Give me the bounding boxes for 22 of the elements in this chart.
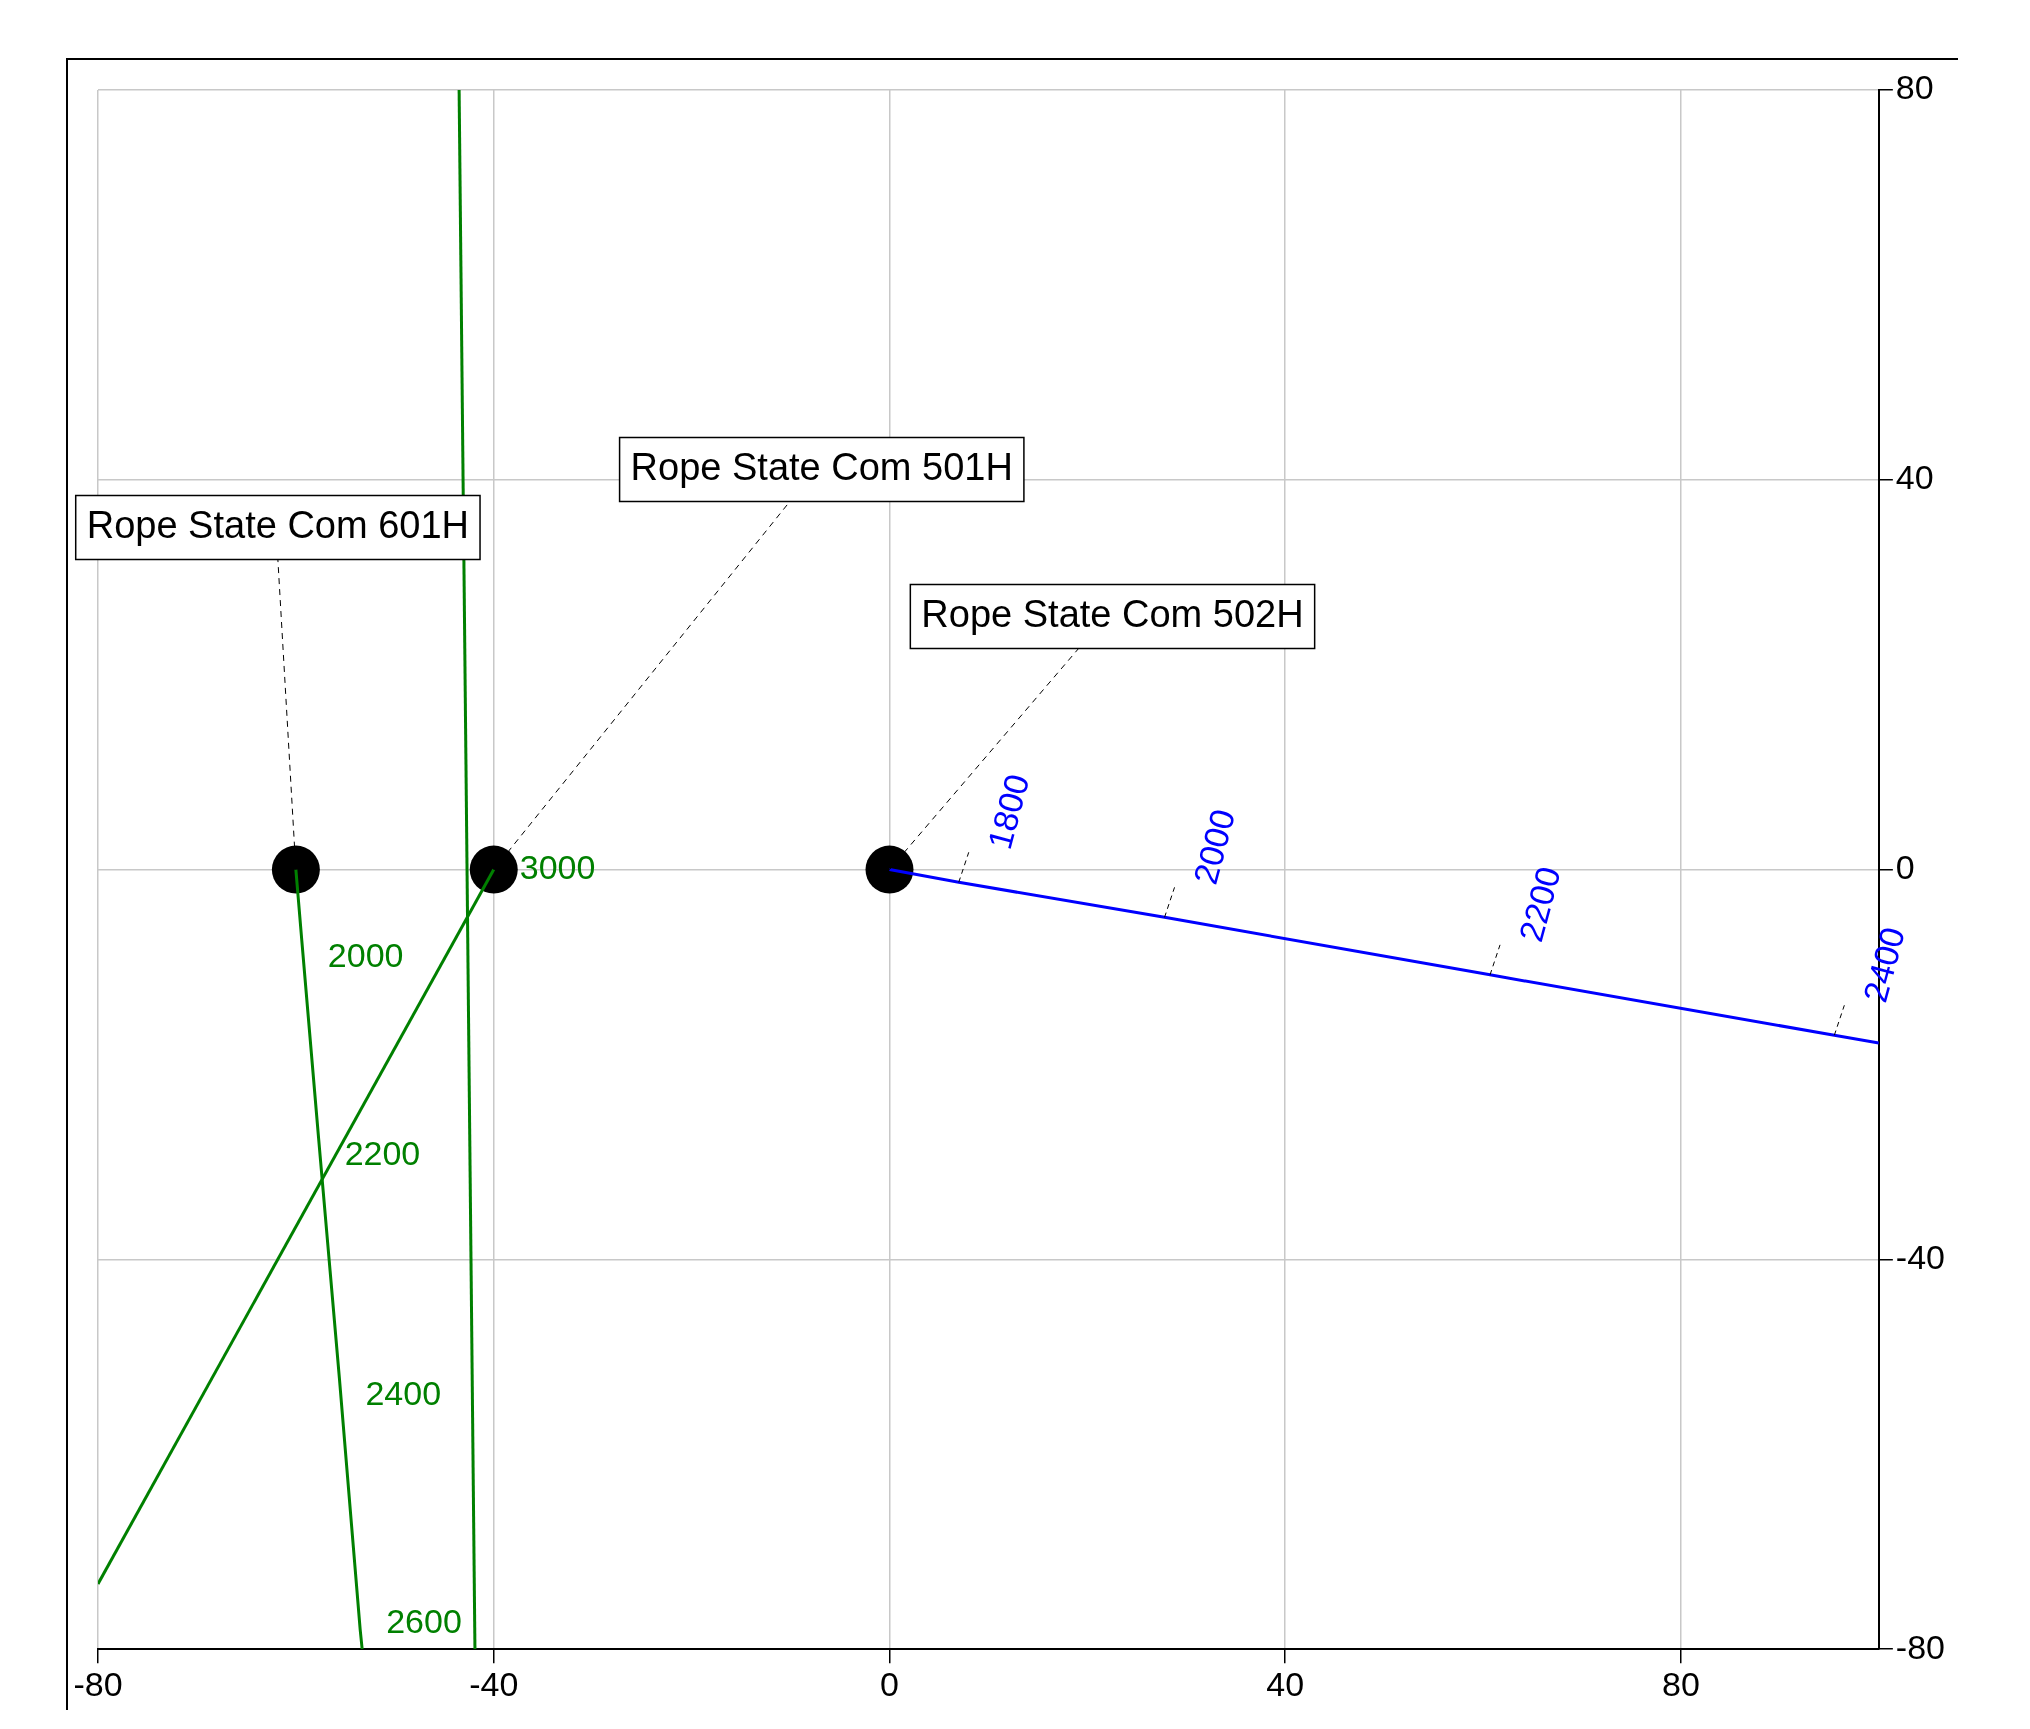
annotation: 2000 xyxy=(327,936,404,975)
annotation: 2200 xyxy=(344,1133,421,1172)
y-tick-label: 40 xyxy=(1895,458,1934,497)
annotation: Rope State Com 601H xyxy=(86,504,470,547)
x-tick-label: 80 xyxy=(1662,1664,1700,1703)
annotation: Rope State Com 501H xyxy=(630,446,1013,489)
annotation: 2000 xyxy=(1185,805,1243,889)
y-tick-label: -80 xyxy=(1895,1627,1945,1666)
annotation: 2600 xyxy=(386,1601,462,1640)
x-tick-label: 0 xyxy=(880,1664,899,1703)
annotation: 3000 xyxy=(519,847,596,886)
x-tick-label: -40 xyxy=(469,1664,519,1703)
x-tick-label: -80 xyxy=(73,1664,123,1703)
x-tick-label: 40 xyxy=(1266,1664,1305,1703)
y-tick-label: -40 xyxy=(1895,1237,1945,1276)
y-tick-label: 0 xyxy=(1895,847,1915,886)
annotation: 2400 xyxy=(365,1373,442,1412)
annotation: 2400 xyxy=(1855,923,1912,1007)
annotation: 1800 xyxy=(980,770,1037,854)
annotation: 2200 xyxy=(1511,862,1568,946)
y-tick-label: 80 xyxy=(1895,68,1934,107)
annotation: Rope State Com 502H xyxy=(921,593,1304,636)
